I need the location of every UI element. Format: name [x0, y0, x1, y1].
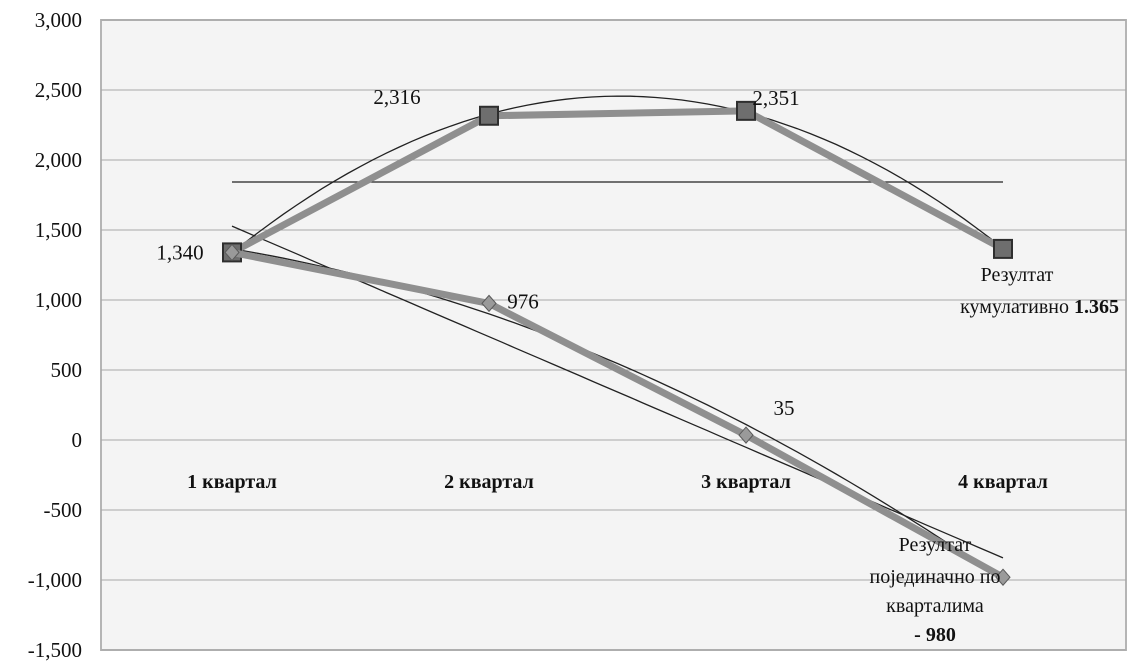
series-2-marker [224, 243, 240, 262]
x-category-label: 2 квартал [444, 471, 534, 493]
cumulative-annotation-value: 1.365 [1074, 296, 1119, 318]
data-label: 2,351 [752, 86, 799, 110]
data-label: 2,316 [373, 85, 420, 109]
gridlines [101, 19, 1126, 651]
x-category-label: 1 квартал [187, 471, 277, 493]
quarterly-annotation-line3: кварталима [886, 595, 984, 617]
series-1-marker [479, 105, 499, 126]
y-tick-label: 1,000 [35, 288, 82, 312]
series-1-marker [993, 238, 1013, 259]
y-tick-label: 0 [72, 428, 83, 452]
trendline-polynomial [231, 95, 1004, 254]
y-tick-label: -1,000 [28, 568, 82, 592]
cumulative-annotation-line2: кумулативно 1.365 [960, 296, 1119, 318]
quarterly-annotation-value: - 980 [914, 624, 956, 646]
series-group [222, 100, 1013, 586]
y-axis: -1,500 -1,000 -500 0 500 1,000 1,500 2,000 2,500… [28, 8, 82, 662]
quarterly-annotation-line2: појединачно по [870, 566, 1001, 588]
y-tick-label: 2,500 [35, 78, 82, 102]
x-category-label: 4 квартал [958, 471, 1048, 493]
y-tick-label: 2,000 [35, 148, 82, 172]
series-1-marker [736, 100, 756, 121]
data-label: 1,340 [156, 240, 203, 264]
data-labels: 1,340 2,316 2,351 976 35 [156, 85, 799, 420]
x-axis: 1 квартал 2 квартал 3 квартал 4 квартал [187, 471, 1048, 493]
y-tick-label: -1,500 [28, 638, 82, 662]
cumulative-annotation-text: кумулативно [960, 296, 1074, 318]
series-2-marker [481, 294, 497, 313]
data-label: 35 [774, 396, 795, 420]
data-label: 976 [507, 289, 539, 313]
y-tick-label: -500 [44, 498, 83, 522]
y-tick-label: 500 [51, 358, 83, 382]
series-2-line [228, 248, 1007, 581]
y-tick-label: 1,500 [35, 218, 82, 242]
series-1-line [228, 107, 1007, 256]
y-tick-label: 3,000 [35, 8, 82, 32]
series-2-marker [738, 426, 754, 444]
series-2-marker [995, 568, 1011, 586]
quarterly-annotation-line1: Резултат [899, 534, 972, 556]
cumulative-annotation-line1: Резултат [981, 264, 1054, 286]
plot-area [100, 19, 1127, 651]
x-category-label: 3 квартал [701, 471, 791, 493]
